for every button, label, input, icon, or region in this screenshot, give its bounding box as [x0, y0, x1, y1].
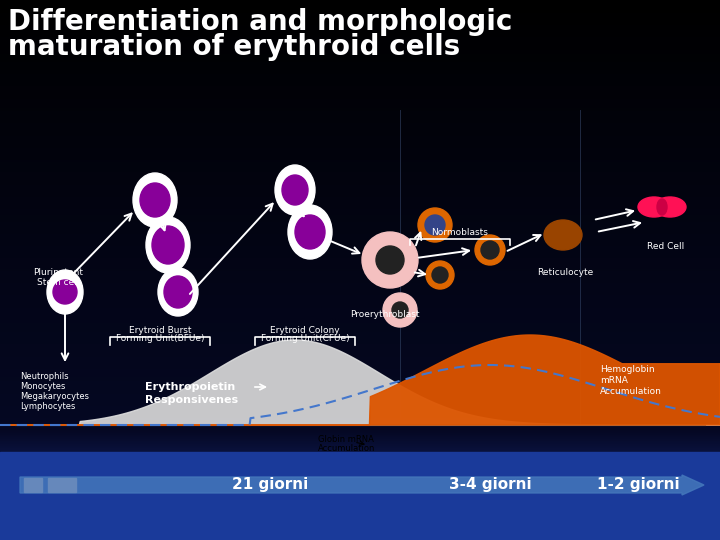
Text: Megakaryocytes: Megakaryocytes	[20, 392, 89, 401]
Ellipse shape	[425, 215, 445, 235]
Text: Forming Unit(BFUe): Forming Unit(BFUe)	[116, 334, 204, 343]
Ellipse shape	[638, 197, 670, 217]
Ellipse shape	[481, 241, 499, 259]
Ellipse shape	[376, 246, 404, 274]
Text: Erytroid Colony: Erytroid Colony	[270, 326, 340, 335]
Text: Stem cell: Stem cell	[37, 278, 79, 287]
Ellipse shape	[295, 215, 325, 249]
Text: Accumulation: Accumulation	[318, 444, 375, 453]
Text: Normoblasts: Normoblasts	[431, 228, 488, 237]
Ellipse shape	[657, 199, 667, 215]
Text: Neutrophils: Neutrophils	[20, 372, 68, 381]
Bar	[24, 478, 42, 492]
Ellipse shape	[53, 280, 77, 304]
Ellipse shape	[418, 208, 452, 242]
Text: Forming Unit(CFUe): Forming Unit(CFUe)	[261, 334, 349, 343]
Ellipse shape	[47, 270, 83, 314]
Ellipse shape	[426, 261, 454, 289]
Text: 1-2 giorni: 1-2 giorni	[597, 477, 679, 492]
Ellipse shape	[654, 197, 686, 217]
Text: Red Cell: Red Cell	[647, 242, 685, 251]
Text: Proerythroblast: Proerythroblast	[350, 310, 420, 319]
FancyArrow shape	[20, 475, 704, 495]
Ellipse shape	[475, 235, 505, 265]
Ellipse shape	[164, 276, 192, 308]
Text: Erythropoietin: Erythropoietin	[145, 382, 235, 392]
Text: Differentiation and morphologic: Differentiation and morphologic	[8, 8, 513, 36]
Bar	[0, 452, 720, 540]
Ellipse shape	[146, 217, 190, 273]
Text: Erytroid Burst: Erytroid Burst	[129, 326, 192, 335]
Text: Accumulation: Accumulation	[600, 387, 662, 396]
Text: 3-4 giorni: 3-4 giorni	[449, 477, 531, 492]
Ellipse shape	[362, 232, 418, 288]
Ellipse shape	[158, 268, 198, 316]
Text: Lymphocytes: Lymphocytes	[20, 402, 76, 411]
Ellipse shape	[152, 226, 184, 264]
Ellipse shape	[383, 293, 417, 327]
Ellipse shape	[288, 205, 332, 259]
Ellipse shape	[275, 165, 315, 215]
Ellipse shape	[282, 175, 308, 205]
Bar	[48, 478, 76, 492]
Text: Reticulocyte: Reticulocyte	[537, 268, 593, 277]
Text: Hemoglobin: Hemoglobin	[600, 365, 654, 374]
Text: Pluripotent: Pluripotent	[33, 268, 83, 277]
Text: mRNA: mRNA	[600, 376, 628, 385]
Ellipse shape	[133, 173, 177, 227]
Ellipse shape	[140, 183, 170, 217]
Ellipse shape	[544, 220, 582, 250]
Ellipse shape	[392, 302, 408, 318]
Ellipse shape	[432, 267, 448, 283]
Text: Monocytes: Monocytes	[20, 382, 66, 391]
Text: 21 giorni: 21 giorni	[232, 477, 308, 492]
Text: maturation of erythroid cells: maturation of erythroid cells	[8, 33, 460, 61]
Text: Responsivenes: Responsivenes	[145, 395, 238, 405]
Text: Globin mRNA: Globin mRNA	[318, 435, 374, 444]
